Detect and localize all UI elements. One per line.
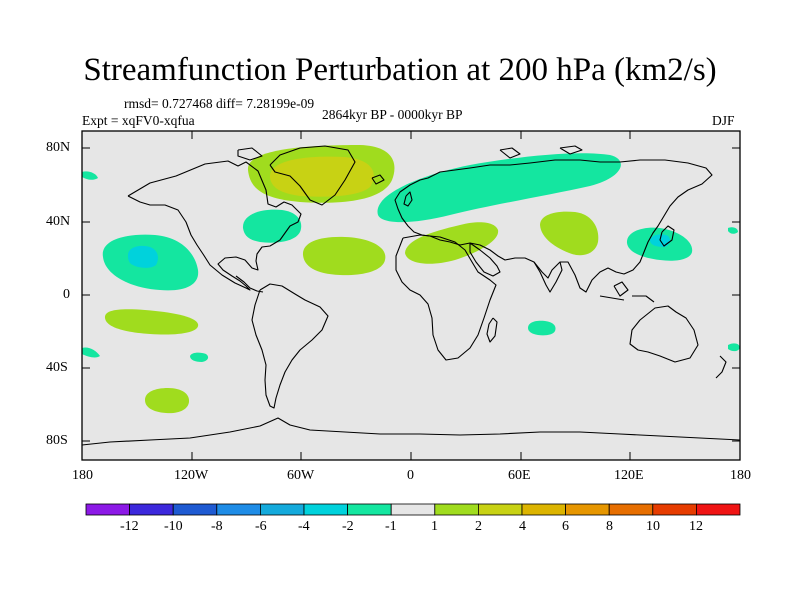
colorbar-label: 8 [606,519,613,534]
y-tick-label: 0 [63,287,70,302]
coast-arctic-islands [237,145,583,161]
experiment-text: Expt = xqFV0-xqfua [82,113,195,128]
colorbar [85,503,741,516]
season-text: DJF [712,113,735,128]
x-tick-label: 120E [614,468,644,483]
anomaly-small-negative-5 [728,227,738,234]
tick-marks [81,131,741,460]
colorbar-label: 4 [519,519,526,534]
anomaly-southern-ocean-positive [145,388,190,414]
coast-africa [395,234,497,361]
x-tick-label: 120W [174,468,209,483]
anomaly-greenland-core [269,156,374,197]
colorbar-segment [129,503,174,516]
coast-uk [403,191,413,207]
y-tick-label: 40N [46,214,71,229]
colorbar-label: 10 [646,519,660,534]
colorbar-segment [434,503,479,516]
colorbar-segment [390,503,436,516]
coast-australia [629,305,699,363]
period-text: 2864kyr BP - 0000kyr BP [322,107,463,122]
anomaly-central-asia-positive [540,211,599,256]
colorbar-segment [477,503,523,516]
coast-india [533,261,563,293]
anomaly-small-negative-4 [82,171,98,180]
anomaly-small-negative-2 [82,347,100,358]
coast-indonesia [599,281,655,303]
anomaly-north-atlantic-negative [242,209,302,243]
x-tick-label: 60E [508,468,531,483]
anomaly-indian-ocean-negative [528,320,556,336]
coast-greenland [269,145,356,206]
anomaly-south-pacific-positive [104,309,199,335]
coast-arabia [469,242,501,277]
coast-eurasia [394,159,713,293]
colorbar-label: -6 [255,519,267,534]
x-tick-label: 0 [407,468,414,483]
coast-new-zealand [715,355,727,379]
colorbar-segment [216,503,261,516]
coast-south-america [251,283,329,409]
colorbar-label: 2 [475,519,482,534]
anomaly-eurasia-negative [377,153,621,223]
coast-madagascar [486,317,498,343]
colorbar-label: -4 [298,519,310,534]
colorbar-segment [696,503,741,516]
coast-north-america [127,160,302,291]
coast-japan [659,225,675,247]
colorbar-segment [259,503,305,516]
y-tick-label: 40S [46,360,68,375]
colorbar-segment [347,503,392,516]
x-tick-label: 60W [287,468,315,483]
stats-text: rmsd= 0.727468 diff= 7.28199e-09 [124,96,315,111]
anomaly-small-negative-1 [190,352,209,362]
anomaly-small-negative-3 [728,343,740,352]
colorbar-segment [608,503,654,516]
y-tick-label: 80S [46,433,68,448]
colorbar-segment [85,503,130,516]
colorbar-label: -8 [211,519,223,534]
coast-iceland [371,174,385,185]
x-tick-label: 180 [730,468,751,483]
colorbar-segment [652,503,697,516]
anomaly-layer [82,145,740,414]
colorbar-segment [565,503,610,516]
coast-antarctica [82,417,740,446]
coastlines [82,145,740,446]
colorbar-segment [521,503,566,516]
colorbar-label: 12 [689,519,703,534]
colorbar-segment [172,503,218,516]
anomaly-central-atlantic-positive [302,236,386,276]
colorbar-label: 1 [431,519,438,534]
anomaly-east-pacific-core [128,245,158,268]
colorbar-label: -10 [164,519,183,534]
chart-title: Streamfunction Perturbation at 200 hPa (… [83,52,717,88]
colorbar-segment [303,503,348,516]
x-tick-label: 180 [72,468,93,483]
colorbar-label: -12 [120,519,139,534]
colorbar-label: -2 [342,519,354,534]
colorbar-label: -1 [385,519,397,534]
colorbar-label: 6 [562,519,569,534]
y-tick-label: 80N [46,140,71,155]
